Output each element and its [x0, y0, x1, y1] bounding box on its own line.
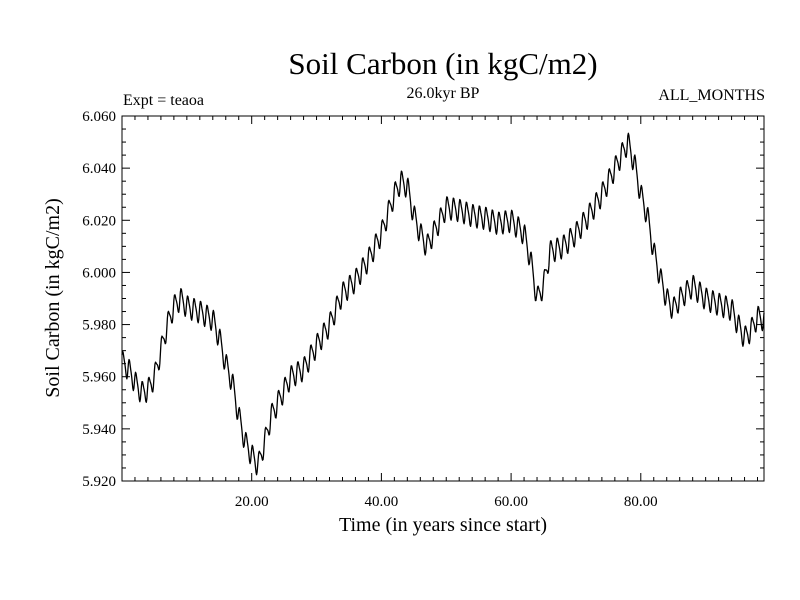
- x-tick-label: 20.00: [235, 494, 269, 510]
- y-tick-label: 6.000: [82, 265, 116, 281]
- plot-frame: [121, 115, 765, 482]
- series-line: [121, 132, 765, 476]
- months-label: ALL_MONTHS: [658, 87, 765, 104]
- x-tick-label: 80.00: [624, 494, 658, 510]
- chart-title: Soil Carbon (in kgC/m2): [288, 46, 597, 81]
- y-tick-labels: 5.920 5.940 5.960 5.980 6.000 6.020 6.040 6.060: [82, 109, 116, 490]
- axis-ticks: [122, 115, 764, 482]
- y-tick-label: 6.040: [82, 161, 116, 177]
- y-tick-label: 5.980: [82, 318, 116, 334]
- y-tick-label: 5.940: [82, 422, 116, 438]
- x-tick-label: 40.00: [365, 494, 399, 510]
- y-axis-label: Soil Carbon (in kgC/m2): [42, 198, 64, 397]
- y-tick-label: 5.960: [82, 370, 116, 386]
- chart-subtitle: 26.0kyr BP: [407, 85, 480, 102]
- y-tick-label: 5.920: [82, 474, 116, 490]
- x-tick-labels: 20.00 40.00 60.00 80.00: [235, 494, 658, 510]
- x-tick-label: 60.00: [494, 494, 528, 510]
- x-axis-label: Time (in years since start): [339, 514, 547, 536]
- y-tick-label: 6.060: [82, 109, 116, 125]
- y-tick-label: 6.020: [82, 213, 116, 229]
- experiment-label: Expt = teaoa: [123, 92, 204, 109]
